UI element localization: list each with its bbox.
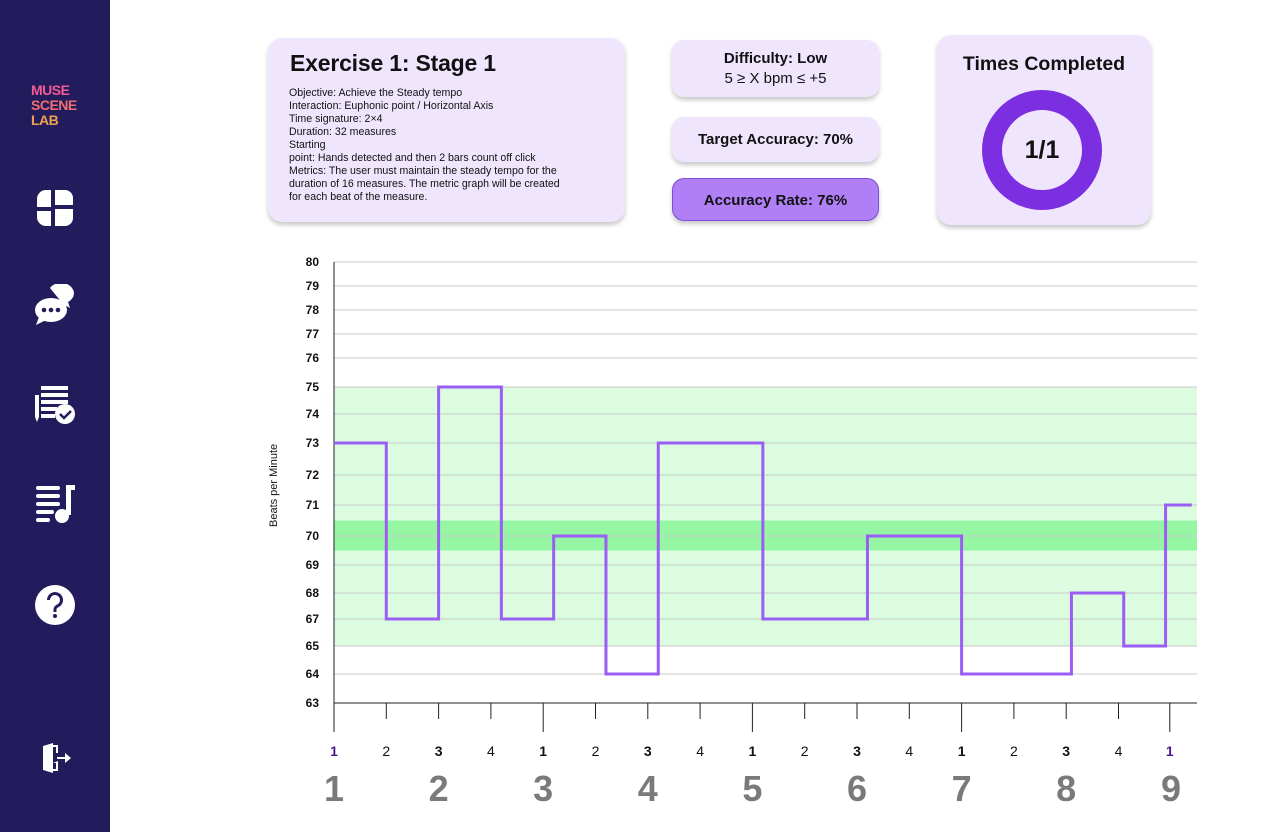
- measure-label: 3: [533, 768, 553, 809]
- exercise-line: Metrics: The user must maintain the stea…: [289, 165, 557, 177]
- beat-label: 1: [1166, 743, 1174, 759]
- beat-label: 1: [539, 743, 547, 759]
- tempo-series-line: [334, 385, 1192, 676]
- beat-label: 3: [644, 743, 652, 759]
- beat-label: 1: [958, 743, 966, 759]
- completion-donut: [982, 90, 1102, 210]
- beat-label: 4: [905, 743, 913, 759]
- music-list-icon[interactable]: [34, 482, 76, 524]
- y-tick-label: 79: [306, 279, 320, 293]
- exercise-line: Starting: [289, 139, 326, 151]
- target-accuracy-badge: Target Accuracy: 70%: [672, 117, 879, 162]
- beat-label: 3: [435, 743, 443, 759]
- beat-label: 4: [487, 743, 495, 759]
- y-tick-label: 76: [306, 351, 320, 365]
- logout-icon[interactable]: [34, 737, 76, 779]
- y-tick-label: 77: [306, 327, 320, 341]
- completion-ring: [982, 90, 1102, 210]
- beat-label: 1: [749, 743, 757, 759]
- y-tick-label: 65: [306, 639, 320, 653]
- sidebar: MUSE SCENE LAB: [0, 0, 110, 832]
- y-tick-label: 73: [306, 436, 320, 450]
- measure-label: 6: [847, 768, 867, 809]
- y-tick-label: 75: [306, 380, 320, 394]
- beat-label: 3: [1062, 743, 1070, 759]
- logo-line: MUSE: [31, 82, 70, 98]
- exercise-line: Objective: Achieve the Steady tempo: [289, 87, 463, 99]
- beat-label: 2: [1010, 743, 1018, 759]
- measure-label: 2: [429, 768, 449, 809]
- difficulty-range: 5 ≥ X bpm ≤ +5: [724, 70, 827, 87]
- exercise-title: Exercise 1: Stage 1: [290, 50, 496, 76]
- y-axis-label: Beats per Minute: [268, 443, 280, 527]
- y-tick-label: 72: [306, 468, 320, 482]
- y-tick-label: 71: [306, 498, 320, 512]
- exercise-card: Exercise 1: Stage 1 Objective: Achieve t…: [268, 38, 625, 222]
- y-tick-label: 70: [306, 529, 320, 543]
- y-tick-label: 68: [306, 586, 320, 600]
- y-tick-label: 69: [306, 558, 320, 572]
- muse-scene-lab-logo[interactable]: MUSE SCENE LAB: [31, 83, 81, 128]
- accuracy-rate-badge: Accuracy Rate: 76%: [672, 178, 879, 221]
- beat-label: 4: [1115, 743, 1123, 759]
- measure-label: 7: [952, 768, 972, 809]
- exercise-line: Duration: 32 measures: [289, 126, 397, 138]
- measure-label: 5: [742, 768, 762, 809]
- difficulty-badge: Difficulty: Low 5 ≥ X bpm ≤ +5: [672, 40, 879, 97]
- exercise-line: Time signature: 2×4: [289, 113, 383, 125]
- logo-line: LAB: [31, 112, 59, 128]
- y-tick-label: 74: [306, 407, 320, 421]
- times-completed-title: Times Completed: [962, 53, 1126, 75]
- assignment-check-icon[interactable]: [34, 383, 76, 425]
- exercise-line: duration of 16 measures. The metric grap…: [289, 178, 560, 190]
- beat-label: 4: [696, 743, 704, 759]
- logo-line: SCENE: [31, 97, 77, 113]
- measure-label: 1: [324, 768, 344, 809]
- exercise-line: for each beat of the measure.: [289, 191, 428, 203]
- measure-label: 9: [1161, 768, 1181, 809]
- y-tick-label: 64: [306, 667, 320, 681]
- times-completed-value: 1/1: [1024, 135, 1060, 164]
- y-tick-label: 63: [306, 696, 320, 710]
- exercise-line: point: Hands detected and then 2 bars co…: [289, 152, 536, 164]
- beat-label: 2: [382, 743, 390, 759]
- beat-label: 3: [853, 743, 861, 759]
- times-completed-card: Times Completed 1/1: [937, 35, 1151, 225]
- y-tick-label: 80: [306, 255, 320, 269]
- help-icon[interactable]: [34, 584, 76, 626]
- beat-label: 2: [801, 743, 809, 759]
- y-tick-label: 67: [306, 612, 320, 626]
- y-tick-label: 78: [306, 303, 320, 317]
- dashboard-icon[interactable]: [34, 187, 76, 229]
- measure-label: 8: [1056, 768, 1076, 809]
- exercise-line: Interaction: Euphonic point / Horizontal…: [289, 100, 494, 112]
- beat-label: 1: [330, 743, 338, 759]
- beat-label: 2: [592, 743, 600, 759]
- tolerance-band: [334, 387, 1197, 646]
- measure-label: 4: [638, 768, 658, 809]
- exercise-description: Objective: Achieve the Steady tempo Inte…: [289, 87, 603, 204]
- target-band: [334, 520, 1197, 551]
- difficulty-label: Difficulty: Low: [723, 50, 828, 67]
- chat-icon[interactable]: [34, 284, 76, 326]
